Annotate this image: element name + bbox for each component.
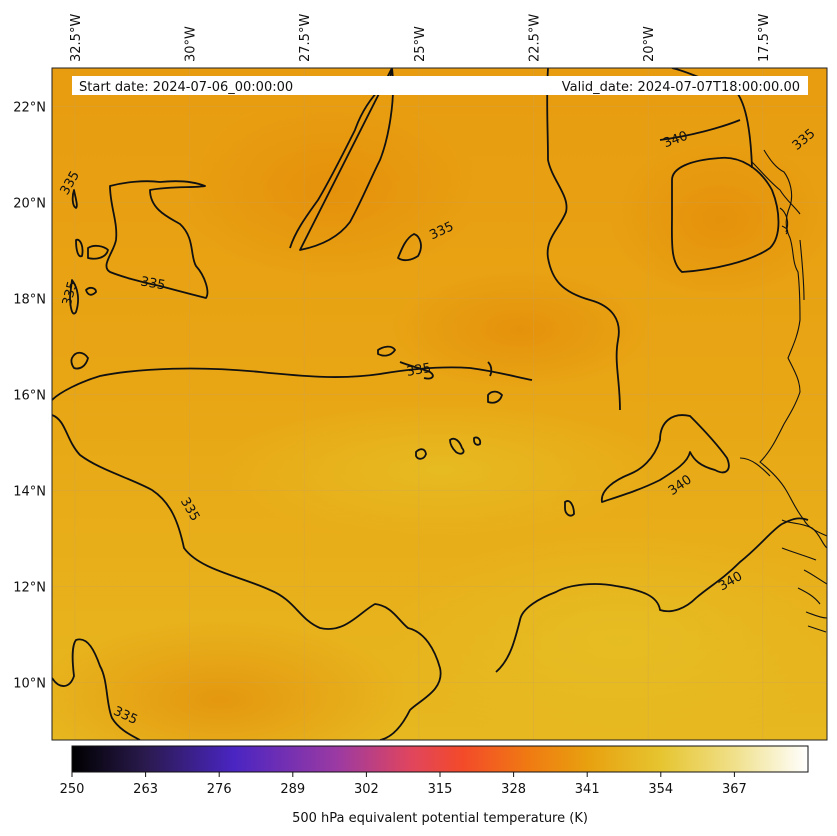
lon-tick-label: 27.5°W [298, 14, 313, 62]
contour-335-west-box [105, 180, 209, 299]
lat-tick-label: 22°N [13, 100, 46, 115]
contour-335-southwest-band [52, 414, 442, 740]
yellow-region-south [390, 530, 827, 740]
contour-335-island-2 [487, 390, 503, 404]
contour-label: 335 [405, 361, 432, 380]
yellow-region-center [220, 400, 660, 540]
lon-tick-label: 20°W [642, 26, 657, 62]
contour-335-island-8 [87, 244, 109, 260]
lat-tick-label: 12°N [13, 580, 46, 595]
contour-335-island-10 [85, 286, 97, 296]
coast-detail-guinea [797, 587, 827, 633]
lon-tick-label: 17.5°W [757, 14, 772, 62]
african-coastline [759, 149, 827, 537]
colorbar-tick-label: 263 [133, 782, 158, 797]
contour-label: 335 [139, 274, 166, 293]
contour-335-island-6 [473, 436, 482, 446]
colorbar-tick-label: 341 [575, 782, 600, 797]
colorbar-tick-label: 367 [722, 782, 747, 797]
colorbar: 250 263 276 289 302 315 328 341 354 367 500 hPa e… [60, 745, 809, 826]
lon-tick-label: 32.5°W [69, 14, 84, 62]
colorbar-gradient [71, 745, 809, 773]
contour-335-island-3 [449, 437, 465, 455]
colorbar-tick-label: 328 [501, 782, 526, 797]
contour-lines [52, 68, 809, 740]
contour-335-island-9 [75, 238, 84, 258]
lat-tick-label: 18°N [13, 292, 46, 307]
contour-335-east [546, 68, 621, 411]
coast-detail-north [779, 207, 789, 235]
lat-tick-label: 10°N [13, 676, 46, 691]
coastline [739, 149, 827, 633]
lat-tick-label: 14°N [13, 484, 46, 499]
map-frame [51, 67, 828, 741]
lon-tick-label: 30°W [184, 26, 199, 62]
lon-tick-label: 25°W [413, 26, 428, 62]
contour-335-west [52, 366, 533, 401]
contour-335-southwest-loop [52, 638, 141, 740]
latitude-labels: 22°N 20°N 18°N 16°N 14°N 12°N 10°N [13, 100, 46, 691]
colorbar-tick-label: 289 [280, 782, 305, 797]
warm-region-center [390, 270, 650, 390]
lon-tick-label: 22.5°W [528, 14, 543, 62]
contour-335-island-7 [70, 351, 89, 370]
lat-tick-label: 20°N [13, 196, 46, 211]
border-line [739, 161, 805, 477]
valid-date-text: Valid_date: 2024-07-07T18:00:00.00 [562, 80, 800, 95]
colorbar-tick-label: 315 [428, 782, 453, 797]
lat-tick-label: 16°N [13, 388, 46, 403]
colorbar-tick-label: 250 [60, 782, 85, 797]
longitude-labels: 32.5°W 30°W 27.5°W 25°W 22.5°W 20°W 17.5°W [69, 14, 772, 62]
contour-label: 335 [60, 280, 81, 308]
colorbar-label: 500 hPa equivalent potential temperature… [292, 811, 588, 826]
contour-335-small-1 [397, 233, 422, 262]
warm-region-southwest [52, 620, 410, 740]
contour-335-island-1 [377, 345, 396, 357]
contour-340-southeast [601, 414, 730, 503]
gridlines [52, 68, 827, 740]
colorbar-tick-label: 276 [207, 782, 232, 797]
warm-region-northeast [610, 140, 827, 300]
colorbar-ticks: 250 263 276 289 302 315 328 341 354 367 [60, 772, 747, 797]
header-bar [72, 76, 808, 95]
colorbar-tick-label: 354 [648, 782, 673, 797]
colorbar-tick-label: 302 [354, 782, 379, 797]
contour-340-south [495, 517, 809, 673]
contour-335-mid-islands [399, 361, 493, 380]
contour-335-island-5 [564, 500, 575, 517]
contour-335-island-4 [415, 448, 427, 460]
coast-detail-gambia [781, 519, 827, 585]
start-date-text: Start date: 2024-07-06_00:00:00 [79, 80, 293, 95]
contour-335-west-edge [69, 189, 79, 315]
